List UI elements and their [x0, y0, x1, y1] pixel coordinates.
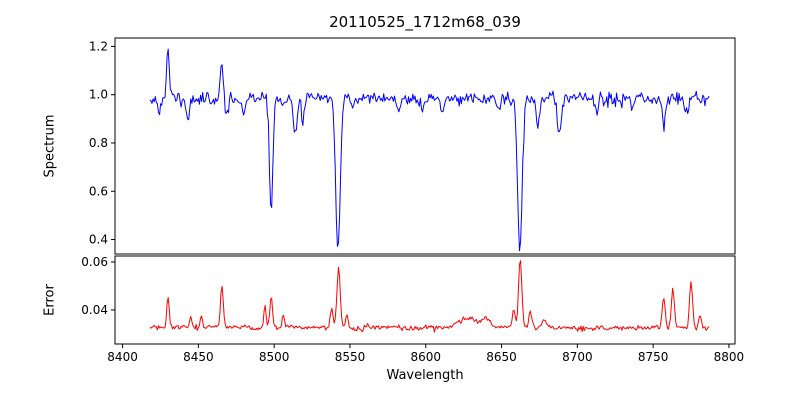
- x-axis-label: Wavelength: [386, 368, 464, 383]
- x-tick-label: 8800: [714, 350, 745, 364]
- y-tick-label: 0.8: [89, 136, 108, 150]
- x-tick-label: 8750: [638, 350, 669, 364]
- y-tick-label: 1.0: [89, 88, 108, 102]
- y-tick-label: 0.04: [81, 303, 108, 317]
- error-axis-label: Error: [42, 284, 58, 316]
- x-tick-label: 8650: [486, 350, 517, 364]
- y-tick-label: 0.4: [89, 233, 108, 247]
- y-tick-label: 1.2: [89, 39, 108, 53]
- error-panel-border: [114, 255, 736, 345]
- spectrum-panel-border: [114, 37, 736, 255]
- x-tick-label: 8400: [107, 350, 138, 364]
- chart-title: 20110525_1712m68_039: [329, 13, 521, 31]
- x-tick-label: 8700: [562, 350, 593, 364]
- y-tick-label: 0.6: [89, 184, 108, 198]
- x-tick-label: 8450: [183, 350, 214, 364]
- x-tick-label: 8500: [259, 350, 290, 364]
- spectrum-line: [149, 48, 710, 252]
- x-tick-label: 8550: [335, 350, 366, 364]
- spectrum-axis-label: Spectrum: [42, 114, 58, 178]
- y-tick-label: 0.06: [81, 255, 108, 269]
- error-line: [149, 260, 710, 333]
- x-tick-label: 8600: [410, 350, 441, 364]
